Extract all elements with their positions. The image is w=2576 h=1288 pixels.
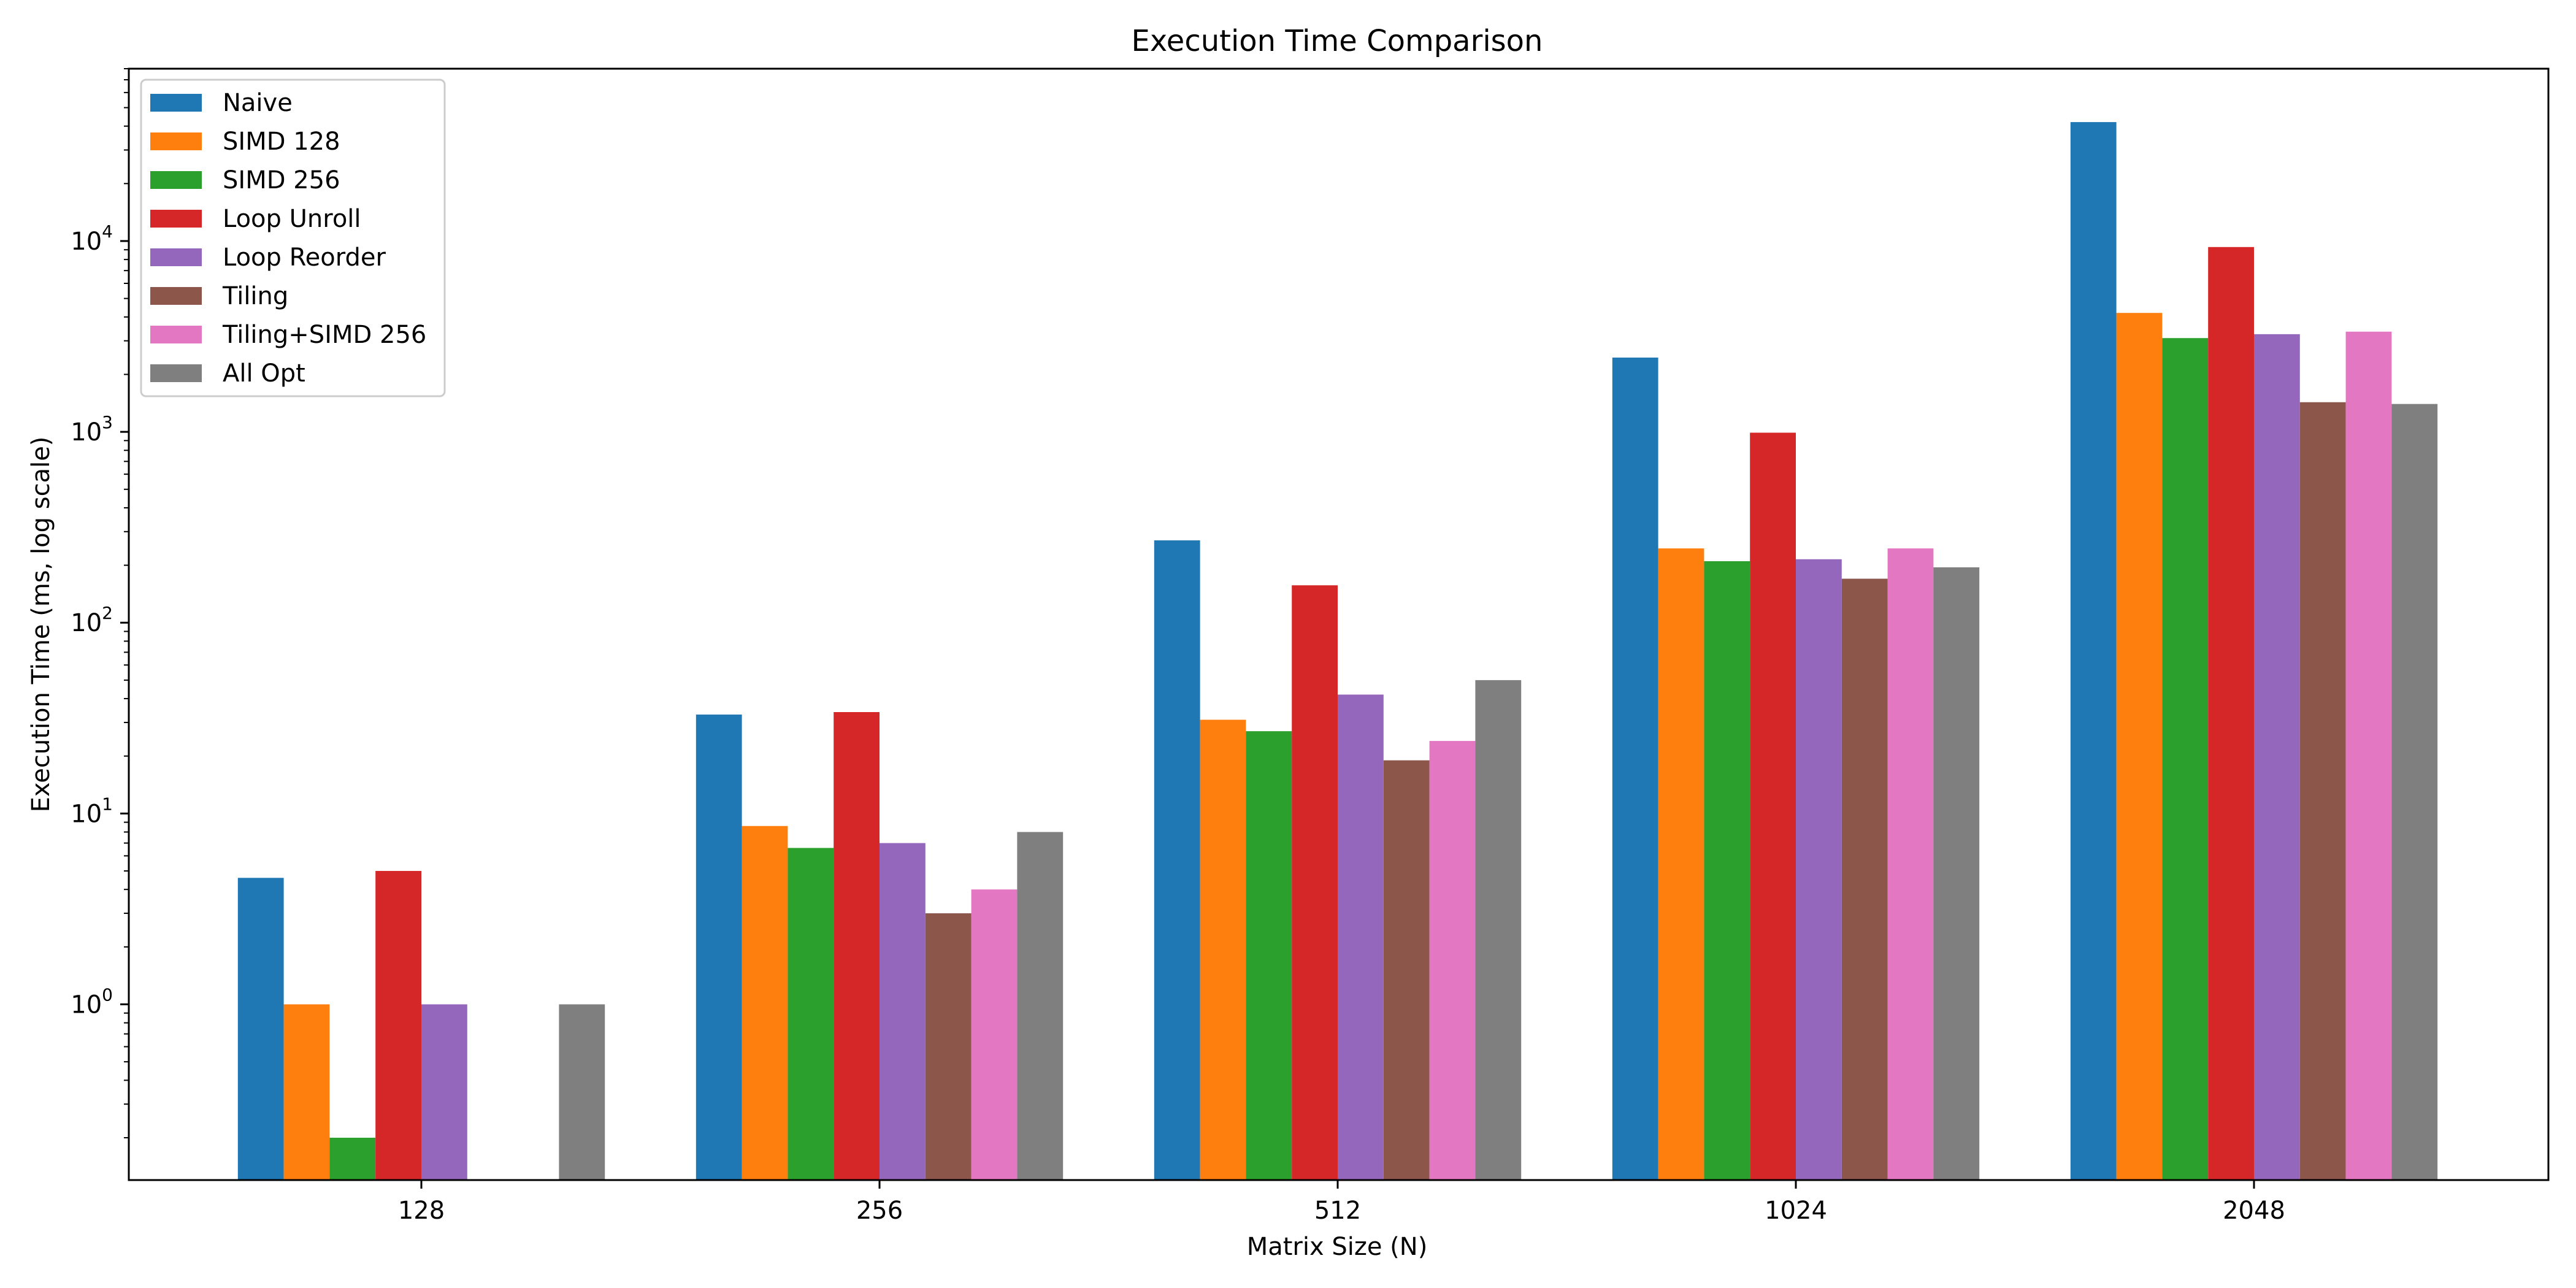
legend-label: All Opt	[223, 359, 305, 388]
chart-title: Execution Time Comparison	[1132, 24, 1543, 58]
bar-simd-128-2048	[2116, 313, 2163, 1181]
bar-all-opt-128	[559, 1004, 605, 1180]
y-tick-label: 102	[71, 603, 113, 637]
x-tick-label: 2048	[2223, 1197, 2285, 1225]
bar-naive-512	[1154, 540, 1200, 1180]
y-axis-label: Execution Time (ms, log scale)	[27, 437, 55, 813]
bar-loop-reorder-1024	[1796, 559, 1842, 1180]
bar-tiling-256	[925, 913, 972, 1180]
legend-label: Loop Unroll	[223, 205, 361, 233]
legend-swatch	[150, 171, 202, 189]
x-tick-label: 128	[398, 1197, 445, 1225]
bar-loop-unroll-2048	[2208, 247, 2254, 1180]
bar-tiling-2048	[2299, 402, 2346, 1180]
bar-all-opt-256	[1017, 832, 1064, 1180]
bar-tiling-simd-256-1024	[1887, 548, 1934, 1181]
bar-loop-unroll-1024	[1750, 432, 1796, 1180]
bar-simd-128-256	[742, 826, 788, 1180]
legend-swatch	[150, 132, 202, 150]
legend-swatch	[150, 287, 202, 305]
legend-label: SIMD 128	[223, 128, 340, 156]
bar-naive-1024	[1612, 358, 1658, 1180]
bar-loop-reorder-256	[880, 843, 926, 1180]
bar-simd-256-1024	[1704, 561, 1750, 1180]
bar-naive-256	[696, 715, 742, 1180]
legend: Naive SIMD 128 SIMD 256 Loop Unroll Loop Reo…	[140, 79, 446, 397]
x-tick-label: 256	[856, 1197, 903, 1225]
x-tick-label: 512	[1314, 1197, 1361, 1225]
y-tick-label: 100	[71, 985, 113, 1019]
bar-tiling-1024	[1841, 578, 1888, 1180]
legend-label: Naive	[223, 89, 293, 117]
bar-loop-reorder-512	[1338, 694, 1384, 1180]
legend-label: SIMD 256	[223, 166, 340, 194]
legend-box	[140, 79, 446, 397]
x-tick-label: 1024	[1765, 1197, 1827, 1225]
bar-tiling-simd-256-256	[971, 889, 1018, 1180]
bar-naive-2048	[2070, 122, 2117, 1180]
bar-tiling-simd-256-512	[1429, 741, 1476, 1180]
bar-simd-256-128	[329, 1137, 376, 1180]
bar-tiling-512	[1383, 760, 1430, 1180]
x-axis: 128 256 512 1024 2048	[398, 1180, 2285, 1225]
legend-swatch	[150, 94, 202, 112]
bars-layer	[237, 122, 2438, 1181]
bar-tiling-simd-256-2048	[2345, 331, 2392, 1180]
legend-swatch	[150, 248, 202, 266]
legend-label: Tiling+SIMD 256	[222, 321, 426, 349]
bar-simd-128-128	[283, 1004, 330, 1180]
bar-loop-unroll-256	[834, 712, 880, 1180]
legend-label: Tiling	[222, 282, 288, 310]
bar-simd-128-512	[1200, 719, 1246, 1180]
legend-label: Loop Reorder	[223, 243, 386, 272]
bar-loop-reorder-128	[421, 1004, 467, 1180]
x-axis-label: Matrix Size (N)	[1247, 1233, 1428, 1261]
bar-all-opt-1024	[1933, 567, 1980, 1180]
bar-simd-128-1024	[1658, 548, 1704, 1181]
bar-loop-reorder-2048	[2254, 334, 2300, 1180]
bar-loop-unroll-128	[375, 871, 421, 1180]
legend-swatch	[150, 210, 202, 228]
bar-simd-256-512	[1246, 731, 1292, 1180]
bar-all-opt-512	[1475, 680, 1522, 1180]
bar-simd-256-2048	[2162, 338, 2209, 1180]
bar-simd-256-256	[788, 848, 834, 1180]
bar-loop-unroll-512	[1292, 585, 1338, 1180]
legend-swatch	[150, 364, 202, 382]
legend-swatch	[150, 326, 202, 343]
bar-all-opt-2048	[2391, 404, 2438, 1180]
bar-naive-128	[237, 878, 284, 1180]
